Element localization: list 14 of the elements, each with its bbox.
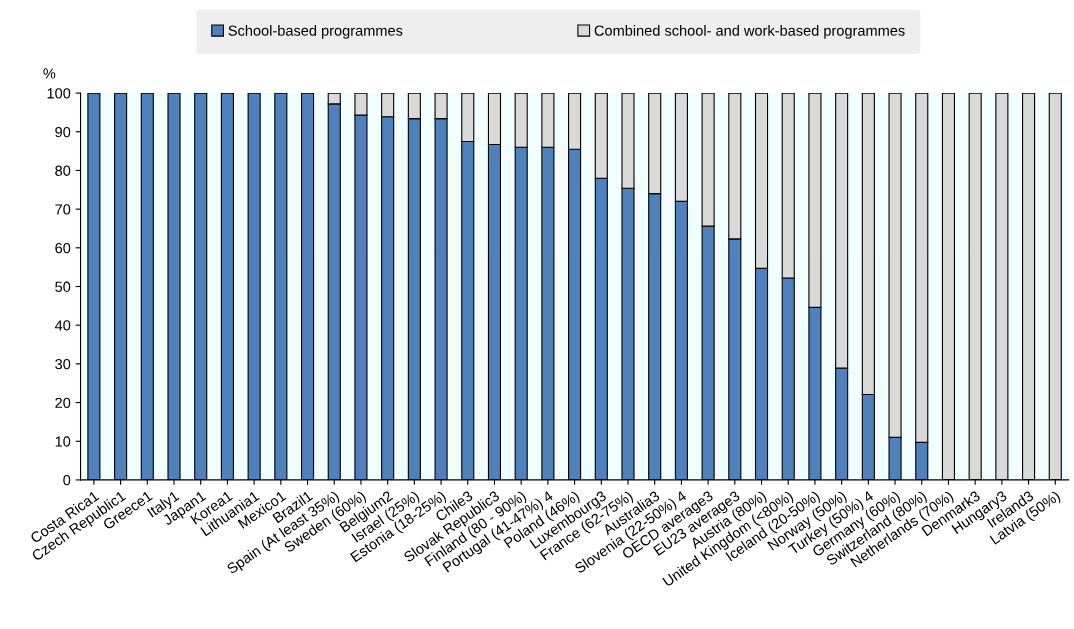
y-tick-label: 70 (55, 204, 71, 215)
y-tick-label: 50 (55, 281, 71, 292)
legend-label: Combined school- and work-based programmes (594, 25, 905, 39)
y-tick-label: 60 (55, 242, 71, 254)
y-tick-label: 90 (55, 126, 71, 138)
y-tick-label: 0 (63, 475, 71, 486)
y-tick-label: 80 (55, 165, 71, 176)
y-tick-label: 30 (55, 358, 71, 370)
y-tick-label: 100 (47, 88, 71, 99)
y-tick-label: 20 (55, 397, 71, 408)
legend-label: School-based programmes (228, 25, 403, 39)
y-tick-label: 40 (54, 320, 71, 331)
y-tick-label: 10 (55, 436, 71, 447)
y-axis-title: % (43, 68, 56, 79)
